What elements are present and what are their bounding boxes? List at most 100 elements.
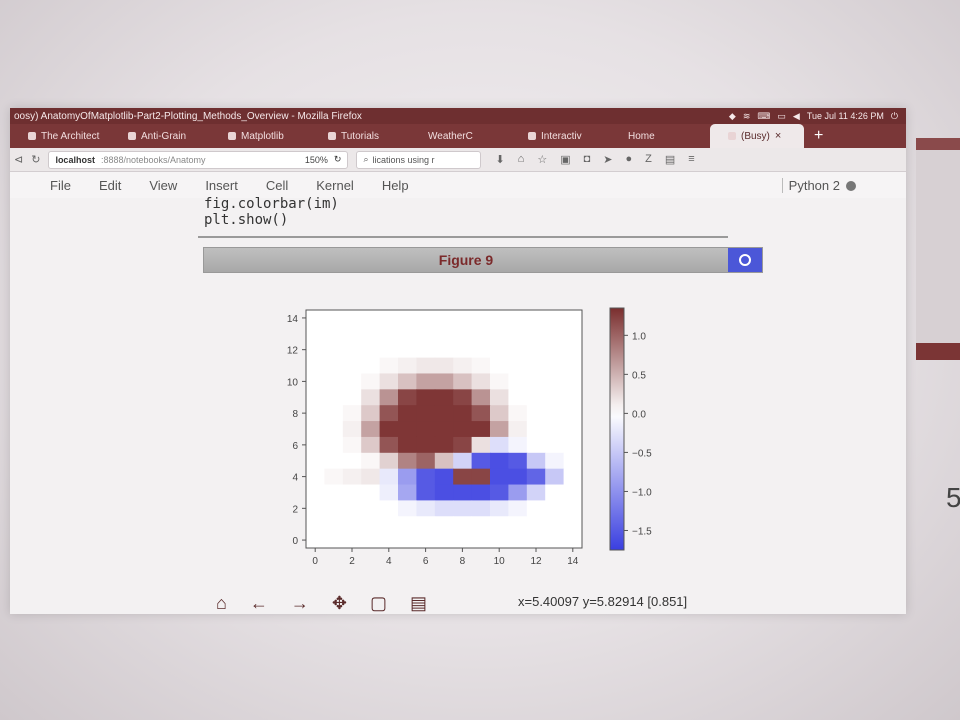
heatmap-cell bbox=[379, 516, 399, 533]
heatmap-cell bbox=[306, 500, 325, 517]
menu-view[interactable]: View bbox=[149, 177, 178, 193]
heatmap-cell bbox=[306, 421, 325, 438]
extension-icon[interactable]: ● bbox=[625, 153, 633, 165]
y-tick-label: 0 bbox=[292, 536, 298, 547]
menu-insert[interactable]: Insert bbox=[205, 177, 238, 193]
heatmap-cell bbox=[434, 484, 454, 501]
tab-home[interactable]: Home bbox=[610, 124, 710, 148]
cursor-readout: x=5.40097 y=5.82914 [0.851] bbox=[518, 594, 688, 609]
colorbar-tick-label: −1.0 bbox=[632, 487, 652, 498]
heatmap-cell bbox=[563, 421, 583, 438]
zotero-icon[interactable]: Z bbox=[645, 153, 652, 165]
menu-cell[interactable]: Cell bbox=[265, 177, 289, 193]
heatmap-cell bbox=[434, 389, 454, 406]
heatmap-cell bbox=[434, 310, 454, 327]
zoom-level[interactable]: 150% bbox=[304, 154, 328, 165]
heatmap-cell bbox=[453, 436, 473, 454]
tab-weather[interactable]: WeatherC bbox=[410, 124, 510, 148]
x-tick-label: 2 bbox=[349, 556, 355, 567]
keyboard-icon[interactable]: ⌨ bbox=[757, 110, 771, 121]
tab-interactive[interactable]: Interactiv bbox=[510, 124, 610, 148]
x-tick-label: 10 bbox=[494, 556, 506, 567]
colorbar-tick-label: −1.5 bbox=[632, 526, 652, 537]
heatmap-cell bbox=[490, 516, 509, 533]
heatmap-cell bbox=[490, 468, 509, 486]
heatmap-cell bbox=[434, 436, 454, 454]
menu-file[interactable]: File bbox=[50, 177, 71, 193]
tab-matplotlib[interactable]: Matplotlib bbox=[210, 124, 310, 148]
heatmap-cell bbox=[324, 405, 344, 422]
url-bar[interactable]: localhost :8888/notebooks/Anatomy 150% ↻ bbox=[48, 150, 349, 169]
battery-icon[interactable]: ▭ bbox=[777, 110, 786, 121]
heatmap-cell bbox=[545, 421, 565, 438]
menu-icon[interactable]: ≡ bbox=[688, 153, 695, 165]
send-icon[interactable]: ➤ bbox=[603, 154, 613, 166]
reader-icon[interactable]: ▤ bbox=[664, 154, 676, 166]
reload-page-icon[interactable]: ↻ bbox=[333, 154, 342, 164]
heatmap-cell bbox=[342, 421, 362, 438]
tab-close-icon[interactable]: × bbox=[774, 130, 782, 142]
heatmap-cell bbox=[324, 310, 344, 327]
pan-icon[interactable]: ✥ bbox=[331, 593, 347, 613]
figure-toolbar: ⌂ ← → ✥ ▢ ▤ bbox=[216, 594, 427, 612]
tab-label: Tutorials bbox=[341, 130, 379, 142]
heatmap-cell bbox=[471, 421, 491, 438]
save-figure-icon[interactable]: ▤ bbox=[409, 593, 427, 613]
volume-icon[interactable]: ◀ bbox=[792, 110, 800, 121]
menu-help[interactable]: Help bbox=[381, 177, 409, 193]
heatmap-cell bbox=[398, 357, 417, 374]
heatmap-cell bbox=[416, 421, 436, 438]
code-cell[interactable]: fig.colorbar(im) plt.show() bbox=[204, 196, 339, 228]
heatmap-cell bbox=[490, 484, 509, 501]
back-icon[interactable]: ⊲ bbox=[14, 154, 24, 166]
heatmap-cell bbox=[416, 452, 436, 470]
heatmap-cell bbox=[361, 341, 381, 359]
heatmap-cell bbox=[545, 516, 565, 533]
pocket-icon[interactable]: ◘ bbox=[583, 153, 591, 165]
y-tick-label: 6 bbox=[292, 441, 298, 452]
heatmap-cell bbox=[508, 468, 528, 486]
back-arrow-icon[interactable]: ← bbox=[249, 593, 268, 613]
heatmap-cell bbox=[434, 516, 454, 533]
menu-kernel[interactable]: Kernel bbox=[316, 177, 354, 193]
tab-the-architect[interactable]: The Architect bbox=[10, 124, 110, 148]
zoom-rect-icon[interactable]: ▢ bbox=[369, 593, 387, 613]
heatmap-cell bbox=[490, 452, 509, 470]
new-tab-icon[interactable]: + bbox=[814, 127, 824, 144]
search-input[interactable]: ⌕ lications using r bbox=[356, 150, 482, 169]
figure-close-button[interactable] bbox=[728, 248, 762, 272]
menu-edit[interactable]: Edit bbox=[98, 177, 122, 193]
heatmap-cell bbox=[306, 325, 325, 343]
heatmap-cell bbox=[379, 468, 399, 486]
clock[interactable]: Tue Jul 11 4:26 PM bbox=[806, 111, 884, 121]
bookmark-star-icon[interactable]: ☆ bbox=[537, 154, 548, 166]
heatmap-cell bbox=[490, 310, 509, 327]
heatmap-cell bbox=[361, 405, 381, 422]
heatmap-cell bbox=[379, 373, 399, 390]
home-icon[interactable]: ⌂ bbox=[517, 153, 525, 165]
heatmap-cell bbox=[545, 357, 565, 374]
background-window-text: 5 bbox=[946, 482, 960, 513]
download-icon[interactable]: ⬇ bbox=[495, 154, 505, 166]
heatmap-cell bbox=[342, 452, 362, 470]
heatmap-cell bbox=[508, 389, 528, 406]
heatmap-cell bbox=[361, 436, 381, 454]
reload-icon[interactable]: ↻ bbox=[31, 154, 41, 166]
tab-anti-grain[interactable]: Anti-Grain bbox=[110, 124, 210, 148]
home-view-icon[interactable]: ⌂ bbox=[216, 593, 227, 613]
heatmap-cell bbox=[508, 421, 528, 438]
heatmap-figure[interactable]: 0 2 4 6 8 10 12 14 0 2 4 6 8 10 12 14 1.0 0.5 0.0 −0.5 −1.0 −… bbox=[265, 300, 655, 580]
wifi-icon[interactable]: ≋ bbox=[742, 110, 751, 121]
heatmap-cell bbox=[379, 532, 399, 549]
power-icon[interactable]: ⏻ bbox=[890, 110, 898, 121]
tab-tutorials[interactable]: Tutorials bbox=[310, 124, 410, 148]
heatmap-cell bbox=[453, 373, 473, 390]
heatmap-cell bbox=[361, 310, 381, 327]
tab-busy-notebook[interactable]: (Busy) × bbox=[710, 124, 804, 148]
screenshot-icon[interactable]: ▣ bbox=[560, 154, 571, 166]
forward-arrow-icon[interactable]: → bbox=[290, 593, 309, 613]
heatmap-cell bbox=[306, 484, 325, 501]
heatmap-cell bbox=[416, 436, 436, 454]
heatmap-cell bbox=[545, 389, 565, 406]
dropbox-icon[interactable]: ◆ bbox=[728, 110, 736, 121]
